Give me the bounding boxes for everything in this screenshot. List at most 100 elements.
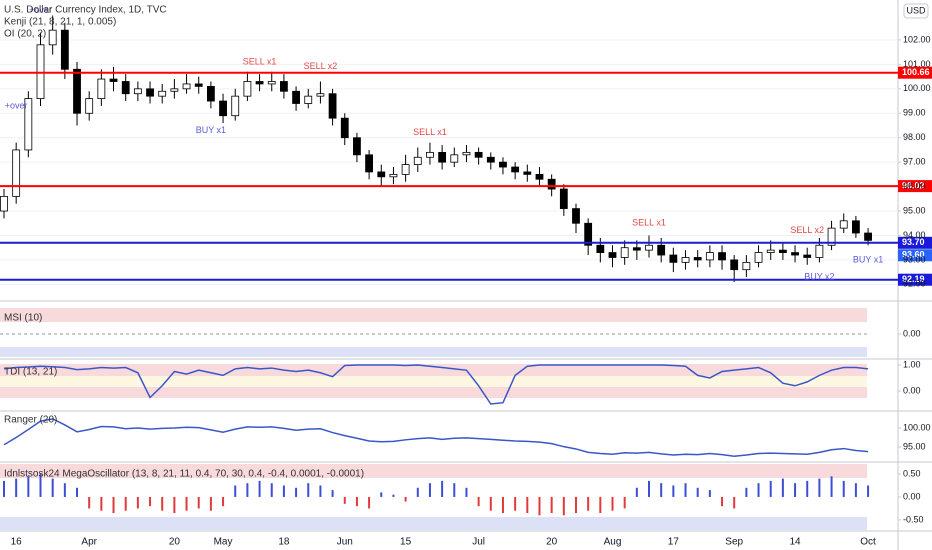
candle-body xyxy=(572,208,580,224)
oscillator-bar xyxy=(173,496,176,514)
signal-annotation: +over xyxy=(5,100,28,110)
oscillator-bar xyxy=(234,485,237,497)
level-label: 92.19 xyxy=(902,274,925,284)
oscillator-bar xyxy=(76,487,79,497)
indicator-line xyxy=(3,418,869,457)
oscillator-bar xyxy=(660,483,663,497)
oscillator-bar xyxy=(526,496,529,514)
oscillator-bar xyxy=(307,483,310,497)
oscillator-bar xyxy=(721,496,724,507)
currency: USD xyxy=(906,5,926,15)
oscillator-bar xyxy=(222,496,225,507)
candle-body xyxy=(754,252,763,263)
candle-body xyxy=(0,195,8,212)
oscillator-bar xyxy=(623,496,626,509)
oscillator-bar xyxy=(696,487,699,497)
x-tick-label: 17 xyxy=(668,537,680,548)
oscillator-bar xyxy=(501,496,504,514)
x-tick-label: May xyxy=(214,537,233,548)
oscillator-bar xyxy=(185,496,188,511)
candle-body xyxy=(450,154,459,163)
x-tick-label: 16 xyxy=(11,537,23,548)
candle-body xyxy=(401,164,410,175)
oscillator-bar xyxy=(672,485,675,497)
x-tick-label: 14 xyxy=(789,537,801,548)
x-tick-label: Jul xyxy=(472,537,485,548)
level-label-box xyxy=(898,180,932,193)
candle-body xyxy=(852,220,860,234)
signal-annotation: SELL x1 xyxy=(413,127,447,137)
y-tick-label: 95.00 xyxy=(903,205,926,215)
y-tick-label: 92.00 xyxy=(903,279,926,289)
candle-body xyxy=(377,171,386,178)
y-tick-label: 0.00 xyxy=(903,385,921,395)
oscillator-bar xyxy=(404,496,407,502)
candle-body xyxy=(535,173,544,180)
candle-body xyxy=(511,166,520,173)
oscillator-bar xyxy=(574,496,577,514)
oscillator-bar xyxy=(100,496,103,511)
candle-body xyxy=(73,68,81,114)
candle-body xyxy=(596,244,605,253)
oscillator-bar xyxy=(562,496,565,516)
signal-annotation: +over xyxy=(29,5,52,15)
oscillator-bar xyxy=(295,487,298,497)
candle-body xyxy=(267,81,276,85)
y-tick-label: 93.00 xyxy=(903,254,926,264)
level-label: 96.02 xyxy=(902,180,925,190)
oscillator-bar xyxy=(781,478,784,497)
y-tick-label: 97.00 xyxy=(903,157,926,167)
candle-body xyxy=(353,137,361,156)
oscillator-bar xyxy=(514,496,517,511)
oscillator-bar xyxy=(708,490,711,497)
oscillator-bar xyxy=(39,474,42,497)
signal-annotation: BUY x1 xyxy=(196,125,226,135)
oscillator-bar xyxy=(15,478,18,497)
mega-upper-band xyxy=(0,464,867,478)
y-tick-label: 94.00 xyxy=(903,230,926,240)
oscillator-bar xyxy=(63,483,66,497)
oscillator-bar xyxy=(380,492,383,497)
oscillator-bar xyxy=(51,478,54,497)
x-tick-label: Sep xyxy=(725,537,743,548)
y-tick-label: -0.50 xyxy=(903,514,924,524)
oscillator-bar xyxy=(441,480,444,497)
candle-body xyxy=(133,88,142,95)
oscillator-bar xyxy=(136,496,139,509)
candle-body xyxy=(340,117,349,139)
candle-body xyxy=(657,244,666,256)
tdi-upper-band xyxy=(0,364,867,376)
oscillator-bar xyxy=(282,485,285,497)
candle-body xyxy=(778,249,787,253)
candle-body xyxy=(231,95,240,117)
candle-body xyxy=(742,261,751,271)
candle-body xyxy=(645,244,653,251)
oscillator-bar xyxy=(818,478,821,497)
candle-body xyxy=(255,81,264,85)
x-tick-label: 18 xyxy=(278,537,290,548)
candle-body xyxy=(693,257,702,261)
candle-body xyxy=(705,252,714,261)
oscillator-bar xyxy=(648,480,651,497)
oscillator-bar xyxy=(830,476,833,497)
oscillator-bar xyxy=(538,496,541,516)
candle-body xyxy=(681,257,690,263)
y-tick-label: 99.00 xyxy=(903,108,926,118)
candle-body xyxy=(632,247,641,251)
candle-body xyxy=(718,252,726,261)
level-label: 100.66 xyxy=(902,67,930,77)
oscillator-bar xyxy=(587,496,590,511)
oscillator-bar xyxy=(867,485,870,497)
level-label-box xyxy=(898,236,932,249)
candle-body xyxy=(426,151,434,158)
currency-box[interactable] xyxy=(903,3,929,19)
candle-body xyxy=(608,252,617,258)
oscillator-bar xyxy=(842,480,845,497)
oscillator-bar xyxy=(319,485,322,497)
pane-title: MSI (10) xyxy=(4,313,42,324)
level-label-box xyxy=(898,66,932,79)
x-tick-label: 20 xyxy=(169,537,181,548)
candle-body xyxy=(182,83,191,90)
indicator-label: Kenji (21, 8, 21, 1, 0.005) xyxy=(4,17,116,28)
